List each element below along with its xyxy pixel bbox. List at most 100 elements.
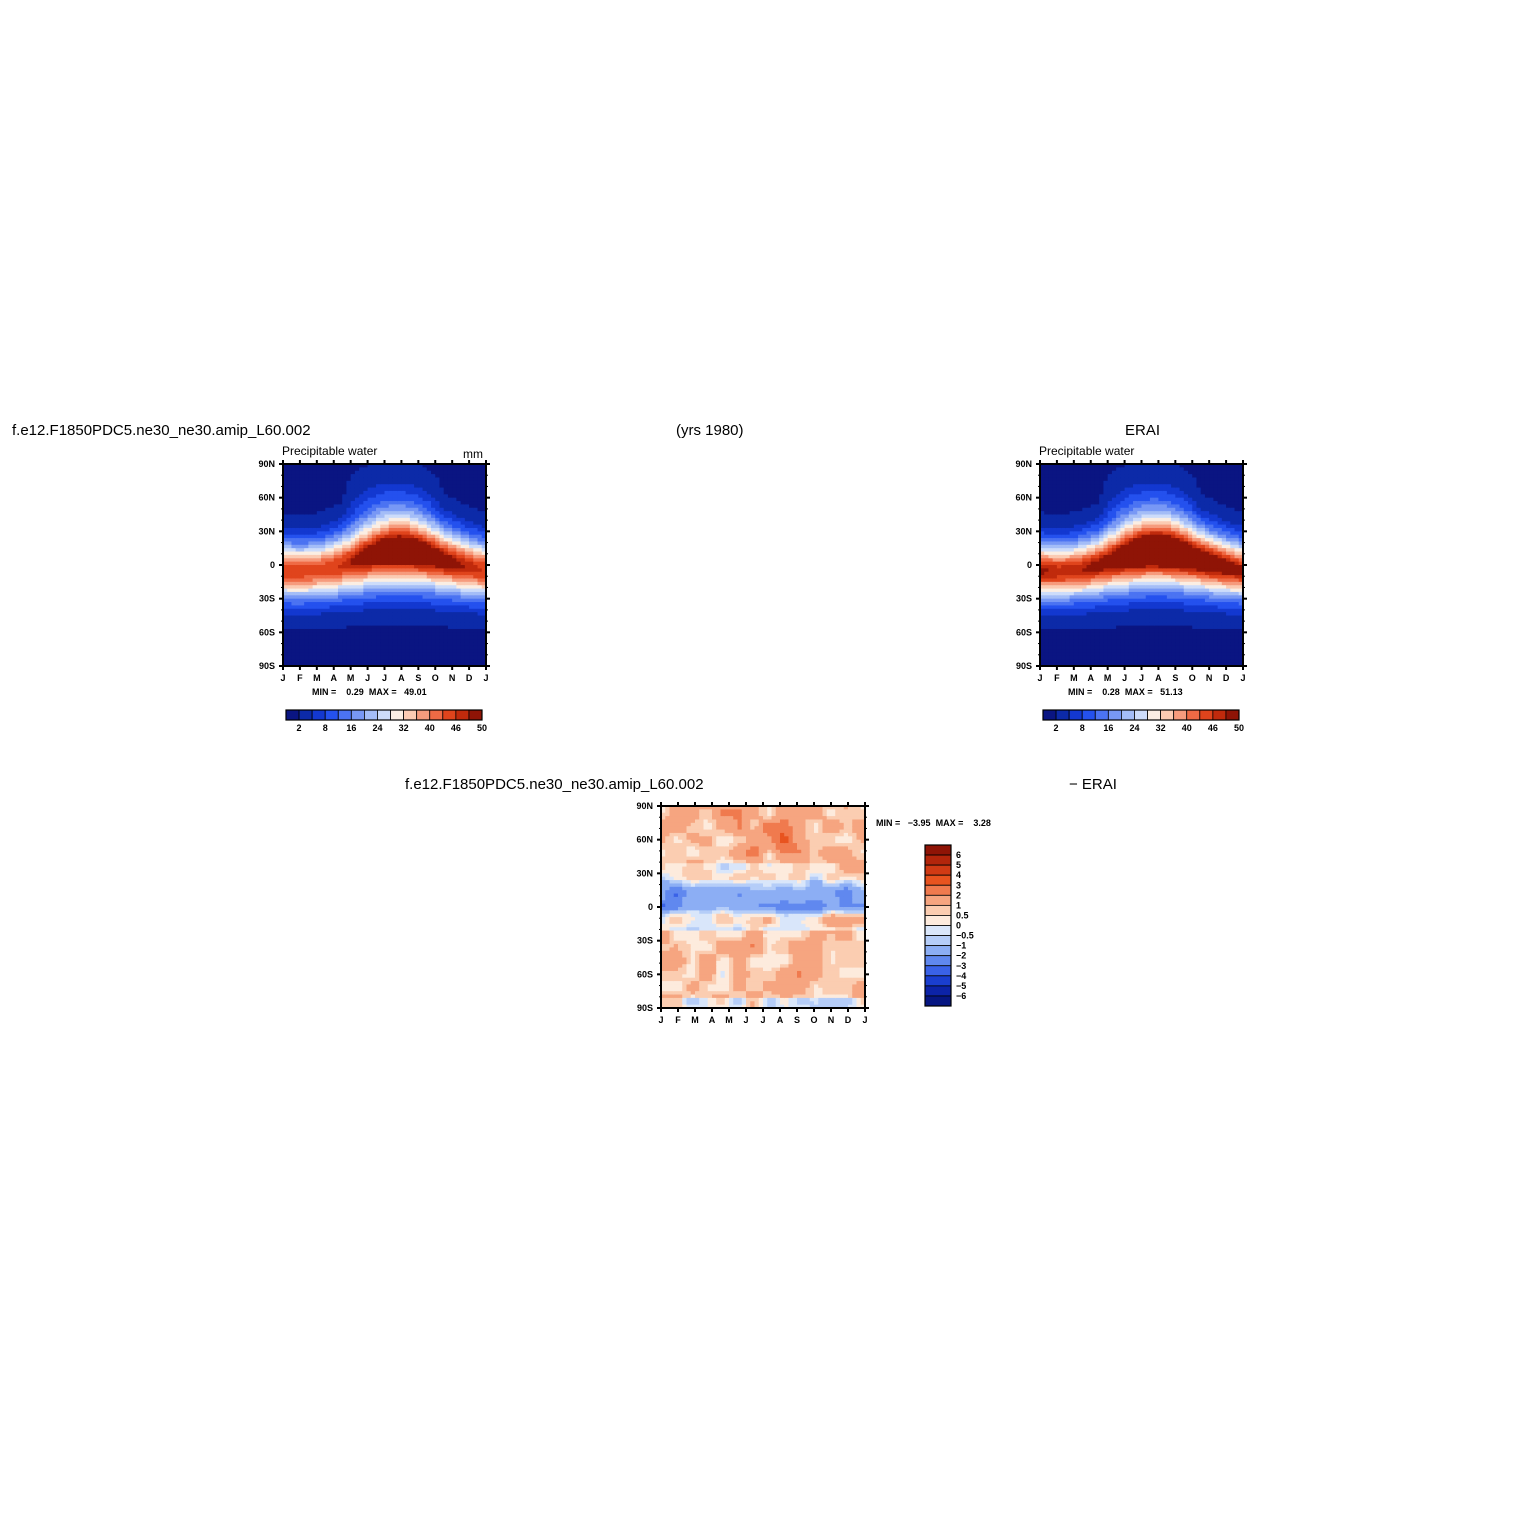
- field-cell: [397, 477, 403, 482]
- field-cell: [380, 544, 386, 549]
- field-cell: [477, 645, 483, 650]
- field-cell: [1111, 598, 1117, 603]
- field-cell: [1137, 541, 1143, 546]
- field-cell: [435, 511, 441, 516]
- field-cell: [1137, 487, 1143, 492]
- field-cell: [291, 521, 297, 526]
- field-cell: [333, 534, 339, 539]
- field-cell: [1090, 618, 1096, 623]
- field-cell: [1154, 497, 1160, 502]
- field-cell: [333, 524, 339, 529]
- field-cell: [409, 494, 415, 499]
- field-cell: [431, 538, 436, 543]
- field-cell: [1124, 554, 1130, 559]
- field-cell: [384, 504, 390, 509]
- field-cell: [477, 639, 483, 644]
- field-cell: [376, 608, 381, 613]
- field-cell: [1061, 480, 1066, 485]
- field-cell: [346, 605, 352, 610]
- field-cell: [1044, 504, 1050, 509]
- field-cell: [287, 642, 293, 647]
- field-cell: [401, 618, 407, 623]
- field-cell: [431, 480, 436, 485]
- field-cell: [321, 494, 326, 499]
- field-cell: [295, 517, 301, 522]
- field-cell: [1171, 642, 1176, 647]
- field-cell: [1133, 575, 1138, 580]
- field-cell: [1158, 618, 1164, 623]
- field-cell: [426, 571, 432, 576]
- field-cell: [1069, 538, 1075, 543]
- field-cell: [1048, 565, 1054, 569]
- field-cell: [1137, 585, 1143, 590]
- field-cell: [367, 561, 373, 566]
- field-cell: [388, 605, 394, 610]
- field-cell: [312, 558, 318, 563]
- field-cell: [414, 487, 419, 492]
- field-cell: [431, 622, 436, 627]
- field-cell: [354, 649, 360, 654]
- field-cell: [1128, 645, 1134, 650]
- field-cell: [1099, 474, 1105, 479]
- field-cell: [295, 652, 301, 657]
- field-cell: [414, 585, 419, 590]
- field-cell: [1048, 615, 1054, 620]
- field-cell: [380, 561, 386, 566]
- field-cell: [460, 497, 466, 502]
- field-cell: [354, 487, 360, 492]
- field-cell: [1124, 544, 1130, 549]
- field-cell: [456, 538, 462, 543]
- field-cell: [1133, 467, 1138, 472]
- field-cell: [1171, 494, 1176, 499]
- field-cell: [464, 575, 470, 580]
- field-cell: [304, 558, 309, 563]
- field-cell: [418, 639, 424, 644]
- field-cell: [1044, 561, 1050, 566]
- field-cell: [367, 571, 373, 576]
- field-cell: [342, 608, 348, 613]
- field-cell: [1094, 504, 1100, 509]
- field-cell: [473, 645, 479, 650]
- field-cell: [363, 464, 369, 468]
- field-cell: [333, 501, 339, 505]
- field-cell: [367, 558, 373, 563]
- field-cell: [1120, 551, 1126, 556]
- field-cell: [443, 501, 449, 505]
- field-cell: [439, 497, 445, 502]
- field-cell: [456, 561, 462, 566]
- field-cell: [380, 538, 386, 543]
- field-cell: [481, 622, 487, 627]
- field-cell: [1116, 527, 1121, 532]
- field-cell: [409, 558, 415, 563]
- field-cell: [1120, 608, 1126, 613]
- field-cell: [363, 615, 369, 620]
- field-cell: [388, 507, 394, 512]
- field-cell: [308, 588, 314, 593]
- field-cell: [426, 477, 432, 482]
- field-cell: [1175, 494, 1181, 499]
- field-cell: [1065, 534, 1071, 539]
- field-cell: [380, 612, 386, 617]
- field-cell: [431, 544, 436, 549]
- field-cell: [359, 534, 364, 539]
- field-cell: [1094, 527, 1100, 532]
- field-cell: [312, 622, 318, 627]
- field-cell: [426, 541, 432, 546]
- field-cell: [392, 618, 398, 623]
- field-cell: [460, 490, 466, 495]
- field-cell: [337, 622, 343, 627]
- field-cell: [350, 527, 356, 532]
- field-cell: [1149, 561, 1155, 566]
- field-cell: [392, 504, 398, 509]
- field-cell: [414, 501, 419, 505]
- field-cell: [283, 565, 288, 569]
- field-cell: [1094, 514, 1100, 519]
- field-cell: [1111, 649, 1117, 654]
- field-cell: [346, 571, 352, 576]
- field-cell: [1103, 561, 1109, 566]
- field-cell: [1137, 655, 1143, 660]
- field-cell: [1128, 487, 1134, 492]
- field-cell: [1061, 511, 1066, 516]
- field-cell: [418, 504, 424, 509]
- field-cell: [291, 645, 297, 650]
